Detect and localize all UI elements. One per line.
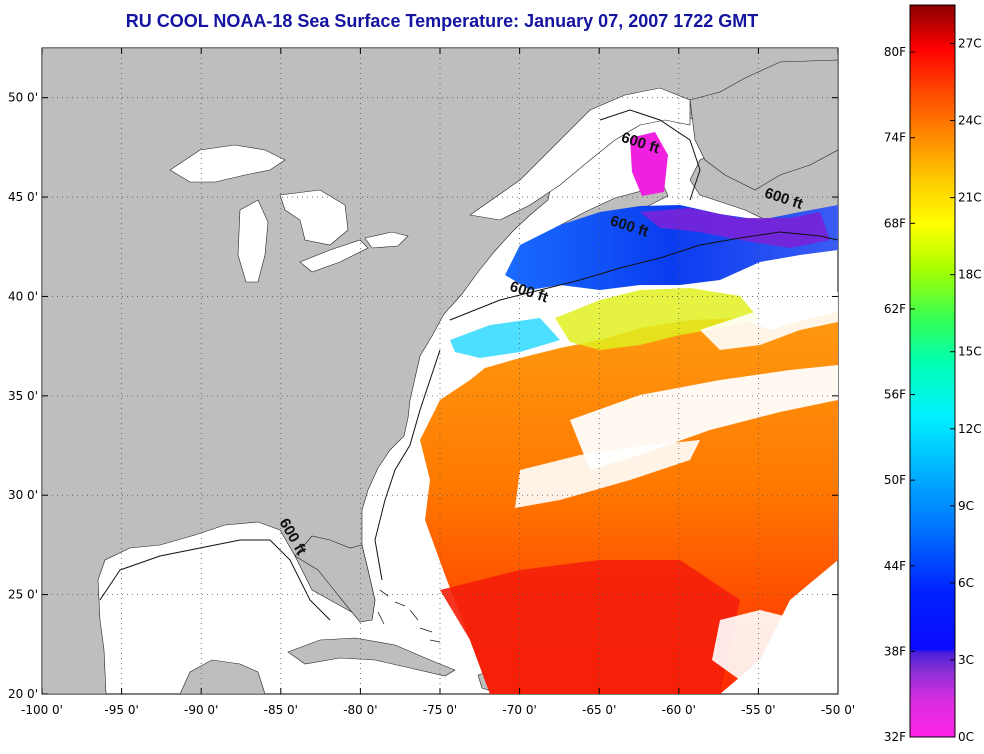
cloud-gap (712, 610, 800, 680)
colorbar-celsius-label: 27C (958, 37, 982, 51)
lake-superior (169, 144, 286, 183)
lon-tick-label: -85 0' (264, 703, 298, 717)
sst-labrador-purple (640, 208, 830, 248)
colorbar-fahrenheit-label: 32F (884, 730, 906, 744)
colorbar-fahrenheit-label: 62F (884, 302, 906, 316)
lake-huron (279, 189, 349, 246)
lat-tick-label: 50 0' (8, 91, 38, 105)
colorbar-celsius-label: 9C (958, 499, 974, 513)
colorbar-celsius-label: 18C (958, 268, 982, 282)
colorbar (909, 4, 956, 738)
colorbar-celsius-label: 3C (958, 653, 974, 667)
sst-slope-water (555, 288, 760, 350)
colorbar-fahrenheit-label: 50F (884, 473, 906, 487)
cloud-gap (700, 292, 838, 350)
sst-red-south (440, 560, 740, 694)
colorbar-fahrenheit-label: 56F (884, 388, 906, 402)
colorbar-fahrenheit-label: 68F (884, 216, 906, 230)
lat-tick-label: 40 0' (8, 289, 38, 303)
colorbar-fahrenheit-label: 38F (884, 644, 906, 658)
isobath-600ft (449, 231, 838, 321)
colorbar-celsius-label: 0C (958, 730, 974, 744)
lon-tick-label: -70 0' (502, 703, 536, 717)
land-bahamas (377, 589, 441, 643)
isobath-600ft (99, 539, 331, 621)
colorbar-celsius-label: 6C (958, 576, 974, 590)
gulf-of-st-lawrence (469, 87, 691, 221)
map-title: RU COOL NOAA-18 Sea Surface Temperature:… (125, 11, 759, 31)
cloud-gap (515, 440, 700, 508)
colorbar-celsius-label: 21C (958, 191, 982, 205)
colorbar-celsius-label: 12C (958, 422, 982, 436)
lake-erie (299, 239, 369, 273)
lon-tick-label: -100 0' (21, 703, 63, 717)
land-florida (294, 535, 376, 623)
lon-tick-label: -80 0' (343, 703, 377, 717)
land-newfoundland (689, 59, 838, 191)
cloud-gap (465, 290, 590, 328)
sst-cyan-band (450, 318, 560, 358)
lat-tick-label: 45 0' (8, 190, 38, 204)
colorbar-celsius-label: 15C (958, 345, 982, 359)
colorbar-fahrenheit-label: 74F (884, 131, 906, 145)
cloud-gap (570, 365, 838, 470)
map-imagery (42, 48, 838, 694)
lon-tick-label: -50 0' (821, 703, 855, 717)
colorbar-celsius-label: 24C (958, 114, 982, 128)
colorbar-labels: 0C 3C 6C 9C 12C 15C 18C 21C 24C 27C 32F 38F 44F 50F 56… (884, 37, 982, 744)
lon-tick-label: -60 0' (662, 703, 696, 717)
lon-tick-label: -65 0' (582, 703, 616, 717)
colorbar-fahrenheit-label: 44F (884, 559, 906, 573)
land-cuba (287, 637, 456, 677)
lake-michigan (237, 199, 269, 283)
lon-tick-label: -95 0' (104, 703, 138, 717)
sst-gulf-st-lawrence-magenta (630, 132, 668, 196)
lat-tick-label: 20 0' (8, 687, 38, 701)
lon-tick-label: -55 0' (741, 703, 775, 717)
lake-ontario (364, 231, 409, 249)
lat-tick-label: 30 0' (8, 488, 38, 502)
lat-tick-label: 35 0' (8, 389, 38, 403)
isobath-600ft (374, 349, 441, 581)
map-axis-ticks: -100 0' -95 0' -90 0' -85 0' -80 0' -75 0' -70… (8, 48, 855, 717)
lon-tick-label: -90 0' (184, 703, 218, 717)
lon-tick-label: -75 0' (423, 703, 457, 717)
colorbar-fahrenheit-label: 80F (884, 45, 906, 59)
isobath-600ft (599, 109, 701, 201)
lat-tick-label: 25 0' (8, 588, 38, 602)
